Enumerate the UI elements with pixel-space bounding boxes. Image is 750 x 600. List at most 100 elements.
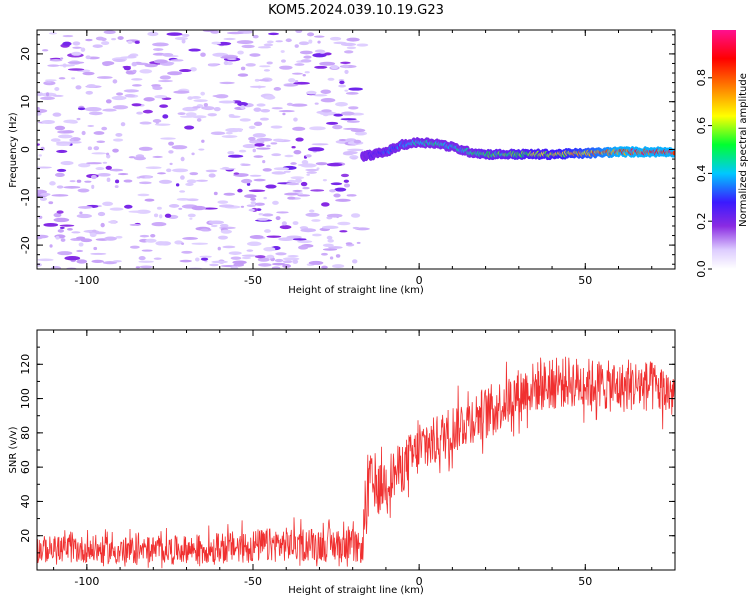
noise-cell [95,167,105,171]
noise-cell [282,112,286,116]
y-tick-label: 40 [19,494,32,508]
noise-cell [51,265,62,269]
noise-cell [347,148,364,152]
noise-cell [279,65,293,70]
noise-cell [218,204,235,208]
noise-cell [132,69,137,73]
noise-cell [236,40,254,45]
noise-cell [164,213,172,218]
noise-cell [249,174,262,177]
noise-cell [259,65,271,68]
noise-cell [204,260,208,263]
noise-cell [143,97,155,102]
noise-cell [219,81,235,85]
noise-cell [262,168,272,172]
noise-cell [167,71,183,76]
noise-cell [137,193,150,197]
noise-cell [314,65,328,69]
noise-cell [142,109,153,114]
noise-cell [293,81,311,85]
noise-cell [138,260,154,263]
noise-cell [189,217,193,220]
noise-cell [290,176,305,180]
noise-cell [254,255,266,259]
snr-plot-area [37,356,675,569]
noise-cell [155,241,167,246]
noise-cell [76,179,82,183]
noise-cell [343,179,349,183]
noise-cell [330,64,339,70]
noise-cell [287,254,299,258]
noise-cell [286,182,300,186]
noise-cell [250,197,257,201]
noise-cell [56,185,64,189]
noise-cell [327,77,335,81]
noise-cell [62,41,72,46]
noise-cell [285,38,292,43]
noise-cell [201,139,205,143]
noise-cell [178,207,183,210]
noise-cell [103,30,116,34]
noise-cell [207,113,217,117]
noise-cell [293,117,298,122]
noise-cell [287,196,296,200]
noise-cell [338,84,346,88]
noise-cell [291,146,296,149]
noise-cell [225,131,233,135]
noise-cell [192,106,201,109]
noise-cell [129,223,141,226]
noise-cell [208,173,216,178]
noise-cell [128,210,145,213]
noise-cell [82,71,95,76]
noise-cell [330,182,343,186]
noise-cell [179,190,186,193]
x-tick-label: -50 [244,575,262,588]
noise-cell [123,179,133,183]
noise-cell [219,223,229,228]
noise-cell [213,191,218,196]
noise-cell [54,172,65,178]
noise-cell [240,205,245,208]
noise-cell [253,155,264,158]
noise-cell [37,235,44,240]
noise-cell [134,40,140,44]
noise-cell [306,90,317,95]
noise-cell [292,189,303,192]
noise-cell [217,235,229,240]
noise-cell [263,43,274,47]
noise-cell [237,50,244,55]
noise-cell [41,49,49,52]
noise-cell [54,87,60,92]
noise-cell [270,125,283,129]
noise-cell [69,138,74,142]
noise-cell [37,111,42,116]
x-tick-label: -100 [74,575,99,588]
noise-cell [258,79,270,82]
noise-cell [218,100,236,104]
noise-cell [112,138,124,142]
noise-cell [220,56,237,59]
colorbar-tick-label: 0.8 [695,69,708,87]
y-tick-label: -20 [19,236,32,254]
noise-cell [350,128,366,133]
noise-cell [294,178,302,183]
noise-cell [256,147,271,150]
noise-cell [259,141,265,144]
noise-cell [102,161,108,164]
noise-cell [342,152,354,156]
noise-cell [348,106,359,110]
noise-cell [311,143,329,146]
noise-cell [77,107,86,111]
noise-cell [153,59,168,64]
noise-cell [300,228,317,233]
noise-cell [314,49,325,53]
colorbar-gradient [712,30,736,269]
noise-cell [156,172,166,175]
noise-cell [249,235,264,239]
noise-cell [248,208,255,212]
noise-cell [63,119,78,124]
noise-cell [228,115,241,119]
noise-cell [85,38,93,42]
noise-cell [181,33,190,37]
noise-cell [266,235,282,238]
